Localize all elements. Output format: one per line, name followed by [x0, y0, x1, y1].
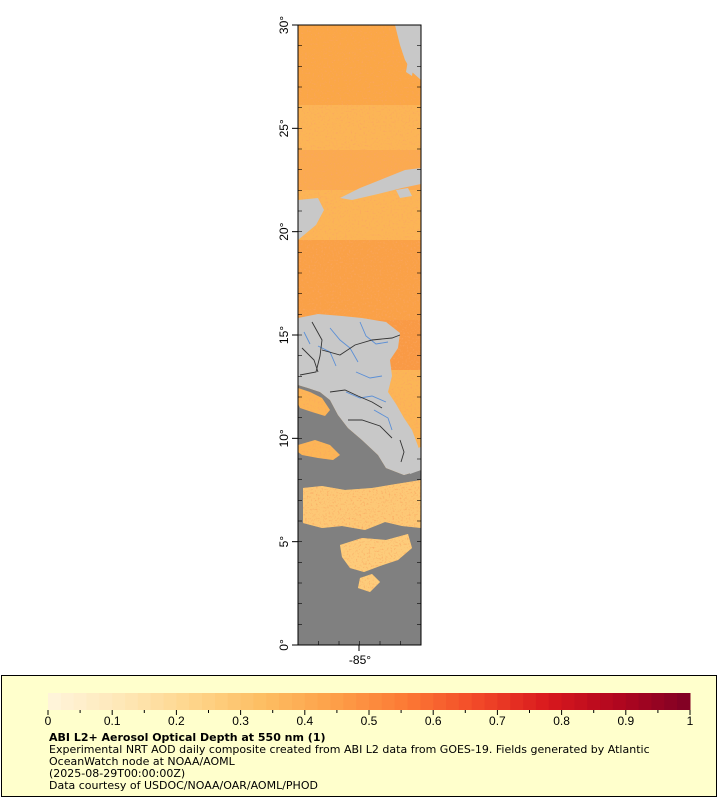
colorbar-cell: [471, 693, 486, 710]
colorbar-tick-label: 0.2: [168, 714, 185, 728]
central-america-land: [298, 314, 421, 475]
colorbar-cell: [163, 693, 177, 710]
colorbar-tick-label: 0.5: [361, 714, 378, 728]
colorbar-cell: [625, 693, 640, 710]
colorbar-cell: [535, 693, 550, 710]
colorbar-cell: [600, 693, 614, 710]
colorbar-cell: [343, 693, 357, 710]
colorbar-cell: [240, 693, 254, 710]
latitude-axis: 0° 5° 10° 15° 20° 25° 30°: [277, 16, 298, 651]
colorbar-cell: [510, 693, 524, 710]
colorbar-cell: [561, 693, 575, 710]
colorbar-cell: [356, 693, 370, 710]
colorbar-tick-label: 0.8: [553, 714, 570, 728]
lat-label: 5°: [277, 536, 291, 548]
lat-label: 0°: [277, 639, 291, 651]
colorbar-cell: [433, 693, 447, 710]
country-borders: [299, 321, 405, 463]
minor-ticks: [297, 24, 422, 646]
florida-land: [395, 25, 421, 80]
colorbar-cell: [369, 693, 383, 710]
colorbar-cell: [99, 693, 113, 710]
colorbar-cell: [150, 693, 165, 710]
colorbar-tick-label: 0: [45, 714, 52, 728]
colorbar-cell: [60, 693, 75, 710]
lat-label: 15°: [277, 326, 291, 344]
colorbar-cell: [112, 693, 126, 710]
colorbar-cell: [266, 693, 280, 710]
colorbar-cell: [651, 693, 665, 710]
colorbar: 0 0.1 0.2 0.3 0.4 0.5 0.6 0.7 0.8 0.9 1: [45, 693, 694, 728]
colorbar-cell: [407, 693, 421, 710]
colorbar-cell: [125, 693, 139, 710]
map-figure: 0° 5° 10° 15° 20° 25° 30° -85°: [277, 16, 422, 667]
colorbar-cell: [317, 693, 331, 710]
land-masses: [298, 25, 421, 475]
colorbar-tick-label: 1: [687, 714, 694, 728]
colorbar-cell: [214, 693, 229, 710]
colorbar-cell: [523, 693, 537, 710]
colorbar-cell: [304, 693, 319, 710]
caption-line-2: OceanWatch node at NOAA/AOML: [49, 755, 235, 768]
caption-line-1: Experimental NRT AOD daily composite cre…: [49, 743, 650, 756]
colorbar-cell: [587, 693, 601, 710]
colorbar-cell: [484, 693, 498, 710]
colorbar-cell: [497, 693, 511, 710]
colorbar-cell: [227, 693, 242, 710]
yucatan-land: [298, 198, 324, 240]
lat-label: 25°: [277, 119, 291, 137]
colorbar-cell: [677, 693, 691, 710]
colorbar-cell: [381, 693, 396, 710]
colorbar-cell: [279, 693, 293, 710]
colorbar-cell: [176, 693, 190, 710]
colorbar-cell: [202, 693, 216, 710]
lon-label: -85°: [349, 653, 371, 667]
colorbar-cell: [574, 693, 588, 710]
colorbar-cell: [86, 693, 100, 710]
cuba-land: [340, 168, 421, 200]
caption-credit: Data courtesy of USDOC/NOAA/OAR/AOML/PHO…: [49, 779, 318, 792]
colorbar-cell: [664, 693, 678, 710]
colorbar-ticks: 0 0.1 0.2 0.3 0.4 0.5 0.6 0.7 0.8 0.9 1: [45, 710, 694, 728]
bahamas-land: [406, 60, 414, 76]
jamaica-land: [396, 188, 412, 198]
colorbar-tick-label: 0.3: [232, 714, 249, 728]
colorbar-tick-label: 0.1: [104, 714, 121, 728]
colorbar-cell: [394, 693, 409, 710]
colombia-land: [404, 447, 421, 474]
colorbar-cell: [330, 693, 344, 710]
colorbar-cells: [48, 693, 691, 710]
colorbar-cell: [458, 693, 473, 710]
colorbar-cell: [291, 693, 306, 710]
legend-panel: 0 0.1 0.2 0.3 0.4 0.5 0.6 0.7 0.8 0.9 1 ABI L2+ Ae…: [1, 675, 717, 797]
colorbar-cell: [189, 693, 203, 710]
colorbar-tick-label: 0.6: [425, 714, 442, 728]
colorbar-cell: [420, 693, 434, 710]
colorbar-cell: [548, 693, 563, 710]
lat-label: 30°: [277, 16, 291, 34]
caption-date: (2025-08-29T00:00:00Z): [49, 767, 186, 780]
colorbar-cell: [612, 693, 627, 710]
colorbar-tick-label: 0.9: [617, 714, 634, 728]
lat-label: 10°: [277, 429, 291, 447]
colorbar-tick-label: 0.7: [489, 714, 506, 728]
colorbar-cell: [48, 693, 62, 710]
colorbar-cell: [253, 693, 267, 710]
rivers: [303, 321, 393, 431]
colorbar-cell: [446, 693, 460, 710]
aod-map: 0° 5° 10° 15° 20° 25° 30° -85°: [277, 16, 422, 667]
colorbar-cell: [73, 693, 88, 710]
colorbar-cell: [137, 693, 152, 710]
colorbar-tick-label: 0.4: [296, 714, 313, 728]
colorbar-cell: [638, 693, 652, 710]
caption-title: ABI L2+ Aerosol Optical Depth at 550 nm …: [49, 731, 326, 744]
lat-label: 20°: [277, 222, 291, 240]
